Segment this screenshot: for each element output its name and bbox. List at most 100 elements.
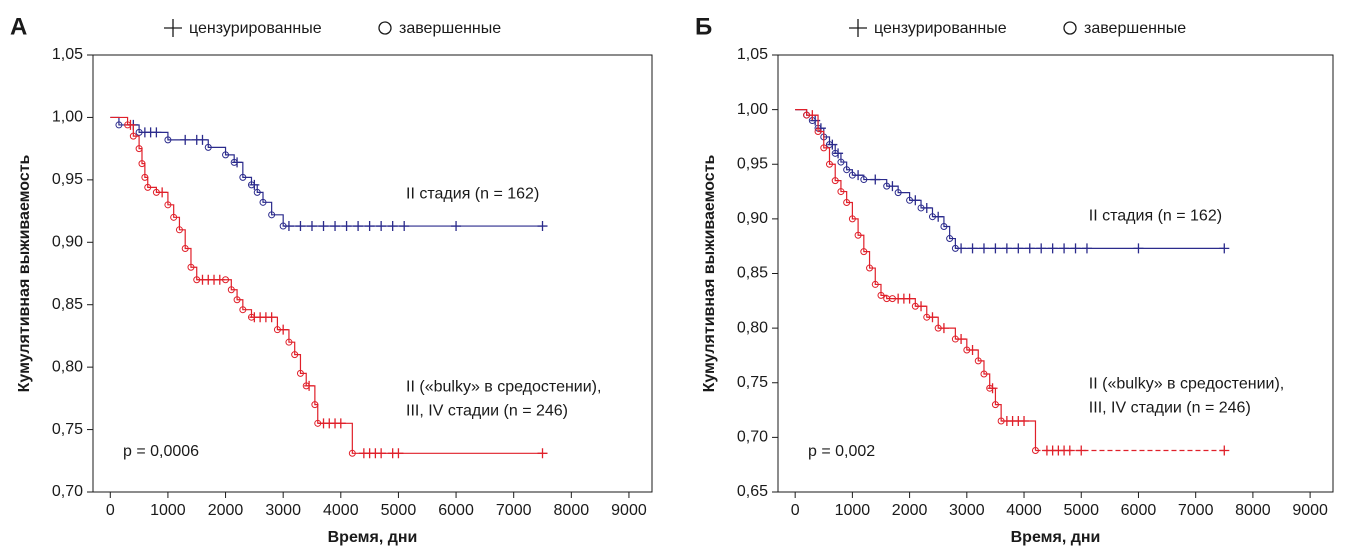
censor-mark: [180, 134, 191, 145]
censor-mark: [887, 181, 898, 192]
event-mark: [877, 291, 885, 299]
series-label: II («bulky» в средостении),: [1089, 376, 1284, 393]
censor-mark: [1219, 445, 1230, 456]
event-mark: [187, 263, 195, 271]
series: [795, 109, 1230, 254]
plot-frame: [777, 54, 1334, 493]
event-mark: [291, 351, 299, 359]
censor-mark: [1070, 243, 1081, 254]
survival-curve: [110, 116, 543, 227]
x-tick-label: 1000: [835, 502, 871, 519]
censor-mark: [978, 243, 989, 254]
y-axis-label: Кумулятивная выживаемость: [701, 154, 718, 392]
censor-mark: [157, 187, 168, 198]
legend-censor-icon: [164, 19, 182, 37]
event-mark: [1031, 446, 1039, 454]
event-mark: [135, 145, 143, 153]
event-mark: [866, 264, 874, 272]
event-mark: [144, 183, 152, 191]
event-mark: [860, 248, 868, 256]
censor-mark: [1219, 243, 1230, 254]
y-tick-label: 0,75: [737, 374, 768, 391]
x-tick-label: 0: [791, 502, 800, 519]
y-tick-label: 0,90: [737, 210, 768, 227]
event-mark: [164, 136, 172, 144]
event-mark: [831, 177, 839, 185]
censor-mark: [364, 221, 375, 232]
y-axis-label: Кумулятивная выживаемость: [16, 154, 33, 392]
censor-mark: [1081, 243, 1092, 254]
legend-event-icon: [1063, 21, 1077, 35]
event-mark: [233, 296, 241, 304]
censor-mark: [1013, 243, 1024, 254]
event-mark: [814, 127, 822, 135]
x-tick-label: 7000: [496, 502, 532, 519]
censor-mark: [1019, 415, 1030, 426]
censor-mark: [266, 312, 277, 323]
censor-mark: [376, 221, 387, 232]
x-tick-label: 4000: [323, 502, 359, 519]
x-tick-label: 6000: [1121, 502, 1157, 519]
event-mark: [940, 223, 948, 231]
y-tick-label: 0,95: [52, 171, 83, 188]
event-mark: [170, 213, 178, 221]
censor-mark: [921, 202, 932, 213]
censor-mark: [927, 312, 938, 323]
series-label: III, IV стадии (n = 246): [406, 403, 568, 420]
event-mark: [141, 173, 149, 181]
x-tick-label: 2000: [892, 502, 928, 519]
event-mark: [115, 121, 123, 129]
legend-label: завершенные: [399, 20, 501, 37]
event-mark: [843, 198, 851, 206]
censor-mark: [1036, 243, 1047, 254]
censor-mark: [827, 139, 838, 150]
censor-mark: [249, 179, 260, 190]
x-axis-label: Время, дни: [328, 529, 418, 546]
censor-mark: [537, 221, 548, 232]
legend-label: цензурированные: [189, 20, 322, 37]
x-tick-label: 9000: [611, 502, 647, 519]
series: [110, 116, 548, 459]
x-tick-label: 6000: [438, 502, 474, 519]
censor-mark: [956, 243, 967, 254]
censor-mark: [916, 301, 927, 312]
event-mark: [820, 144, 828, 152]
censor-mark: [278, 324, 289, 335]
event-mark: [227, 286, 235, 294]
censor-mark: [387, 221, 398, 232]
series: [795, 109, 1230, 456]
event-mark: [222, 151, 230, 159]
censor-mark: [1076, 445, 1087, 456]
event-mark: [239, 173, 247, 181]
censor-mark: [833, 148, 844, 159]
event-mark: [825, 160, 833, 168]
censor-mark: [933, 211, 944, 222]
censor-mark: [151, 127, 162, 138]
event-mark: [239, 306, 247, 314]
survival-curve: [110, 116, 543, 454]
censor-mark: [1064, 445, 1075, 456]
y-tick-label: 0,85: [737, 265, 768, 282]
censor-mark: [376, 448, 387, 459]
x-tick-label: 0: [106, 502, 115, 519]
y-tick-label: 1,00: [52, 109, 83, 126]
p-value: p = 0,002: [808, 443, 875, 460]
censor-mark: [335, 418, 346, 429]
series-label: II стадия (n = 162): [1089, 208, 1222, 225]
y-tick-label: 1,05: [52, 46, 83, 63]
x-tick-label: 4000: [1006, 502, 1042, 519]
y-tick-label: 0,70: [737, 429, 768, 446]
event-mark: [348, 449, 356, 457]
event-mark: [946, 235, 954, 243]
censor-mark: [353, 221, 364, 232]
y-tick-label: 1,05: [737, 46, 768, 63]
censor-mark: [1001, 243, 1012, 254]
censor-mark: [987, 383, 998, 394]
event-mark: [285, 338, 293, 346]
censor-mark: [330, 221, 341, 232]
censor-mark: [451, 221, 462, 232]
event-mark: [253, 188, 261, 196]
censor-mark: [537, 448, 548, 459]
event-mark: [837, 188, 845, 196]
x-tick-label: 1000: [150, 502, 186, 519]
